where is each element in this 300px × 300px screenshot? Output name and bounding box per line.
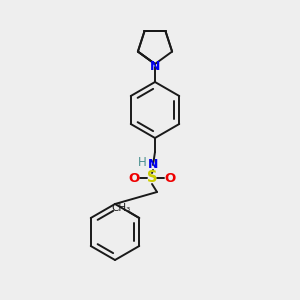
Text: O: O [128, 172, 140, 184]
Text: CH₃: CH₃ [112, 203, 131, 213]
Text: N: N [150, 59, 160, 73]
Text: N: N [148, 158, 158, 172]
Text: H: H [138, 155, 146, 169]
Text: S: S [147, 170, 157, 185]
Text: O: O [164, 172, 175, 184]
